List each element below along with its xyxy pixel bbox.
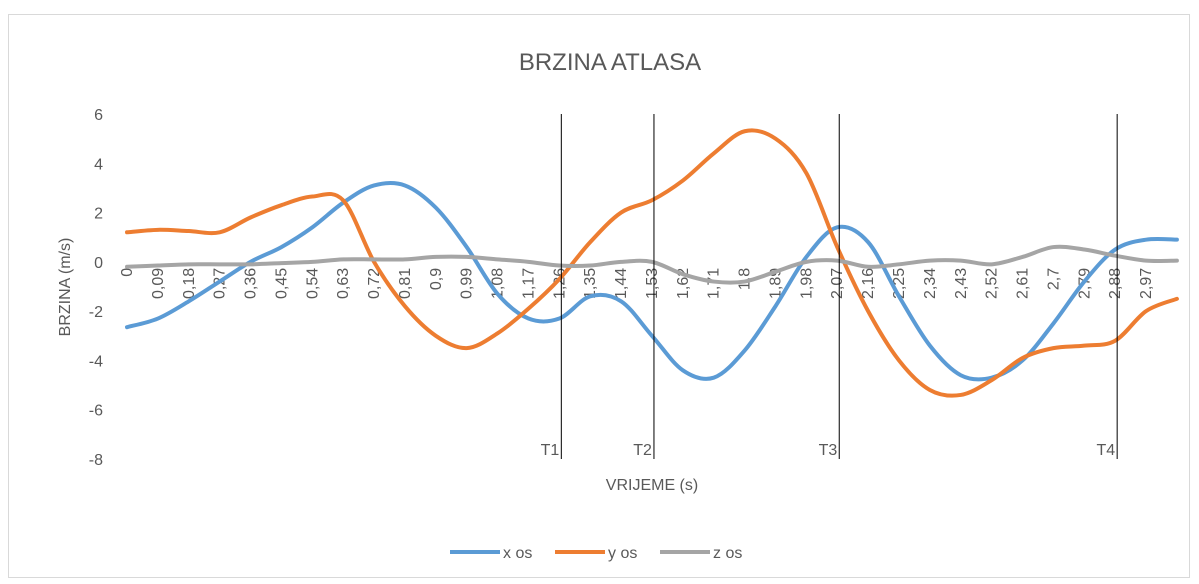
- x-tick-label: 2,07: [829, 268, 846, 299]
- x-tick-label: 0,72: [366, 268, 383, 299]
- x-tick-label: 0: [119, 268, 136, 277]
- y-tick-label: 6: [94, 107, 103, 124]
- series-line: [125, 244, 1179, 285]
- x-tick-label: 2,7: [1045, 268, 1062, 290]
- series-line: [125, 128, 1179, 398]
- x-tick-label: 2,43: [953, 268, 970, 299]
- x-tick-label: 0,99: [459, 268, 476, 299]
- x-tick-label: 2,88: [1107, 268, 1124, 299]
- x-tick-label: 1,17: [520, 268, 537, 299]
- x-tick-label: 0,18: [181, 268, 198, 299]
- y-tick-label: 0: [94, 255, 103, 272]
- y-axis-title: BRZINA (m/s): [57, 238, 74, 337]
- x-axis-title: VRIJEME (s): [606, 477, 698, 494]
- legend-label: x os: [503, 545, 532, 562]
- y-tick-label: -8: [89, 452, 103, 469]
- marker-label: T4: [1096, 442, 1115, 459]
- x-tick-label: 1,53: [644, 268, 661, 299]
- x-tick-label: 2,16: [860, 268, 877, 299]
- marker-label: T1: [541, 442, 560, 459]
- legend-label: z os: [713, 545, 742, 562]
- x-tick-label: 0,36: [243, 268, 260, 299]
- y-tick-label: -6: [89, 403, 103, 420]
- x-tick-label: 0,54: [304, 268, 321, 299]
- x-tick-label: 1,8: [737, 268, 754, 290]
- x-tick-label: 1,89: [767, 268, 784, 299]
- x-tick-label: 2,61: [1015, 268, 1032, 299]
- x-tick-label: 1,44: [613, 268, 630, 299]
- y-tick-label: 4: [94, 156, 103, 173]
- legend-label: y os: [608, 545, 637, 562]
- marker-label: T3: [819, 442, 838, 459]
- marker-label: T2: [633, 442, 652, 459]
- x-tick-label: 2,52: [984, 268, 1001, 299]
- x-tick-label: 2,97: [1138, 268, 1155, 299]
- x-tick-label: 1,98: [798, 268, 815, 299]
- x-tick-label: 0,9: [428, 268, 445, 290]
- x-tick-label: 2,34: [922, 268, 939, 299]
- y-tick-label: -2: [89, 304, 103, 321]
- x-tick-label: 0,09: [150, 268, 167, 299]
- x-tick-label: 0,81: [397, 268, 414, 299]
- y-tick-label: -4: [89, 353, 103, 370]
- x-tick-label: 0,63: [335, 268, 352, 299]
- chart-title: BRZINA ATLASA: [519, 49, 701, 76]
- y-tick-label: 2: [94, 206, 103, 223]
- x-tick-label: 1,35: [582, 268, 599, 299]
- x-tick-label: 0,45: [273, 268, 290, 299]
